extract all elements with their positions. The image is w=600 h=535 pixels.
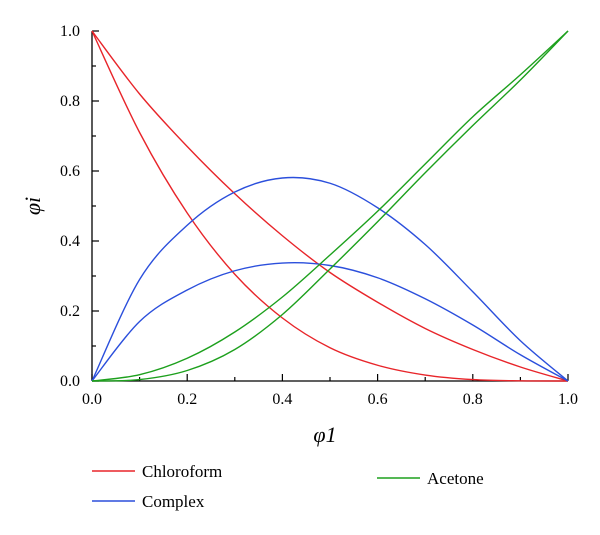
y-tick-label: 0.2 <box>60 303 80 320</box>
x-tick-label: 0.6 <box>368 391 388 408</box>
chloroform-line-1 <box>91 30 569 382</box>
acetone-line-2 <box>91 30 569 382</box>
y-tick-label: 0.4 <box>60 233 80 250</box>
x-tick-label: 1.0 <box>558 391 578 408</box>
y-tick-label: 0.6 <box>60 163 80 180</box>
complex-line-2 <box>91 262 569 382</box>
y-ticks: 0.0 0.2 0.4 0.6 0.8 1.0 <box>60 23 99 390</box>
x-tick-label: 0.2 <box>177 391 197 408</box>
legend-label-complex: Complex <box>142 492 205 511</box>
plot-area: 0.0 0.2 0.4 0.6 0.8 1.0 0.0 0.2 0.4 0.6 0.8 1.0 <box>60 23 578 408</box>
y-tick-label: 0.8 <box>60 93 80 110</box>
y-axis-title: φi <box>20 197 45 215</box>
chloroform-line-2 <box>91 30 569 382</box>
legend-label-chloroform: Chloroform <box>142 462 222 481</box>
legend: Chloroform Complex Acetone <box>92 462 484 511</box>
x-tick-label: 0.0 <box>82 391 102 408</box>
legend-label-acetone: Acetone <box>427 469 484 488</box>
x-axis-title: φ1 <box>313 422 336 447</box>
x-tick-label: 0.8 <box>463 391 483 408</box>
x-tick-label: 0.4 <box>272 391 292 408</box>
acetone-line-1 <box>91 30 569 382</box>
series-lines <box>91 30 569 382</box>
complex-line-1 <box>91 176 569 382</box>
y-tick-label: 0.0 <box>60 373 80 390</box>
y-tick-label: 1.0 <box>60 23 80 40</box>
x-ticks: 0.0 0.2 0.4 0.6 0.8 1.0 <box>82 374 578 408</box>
